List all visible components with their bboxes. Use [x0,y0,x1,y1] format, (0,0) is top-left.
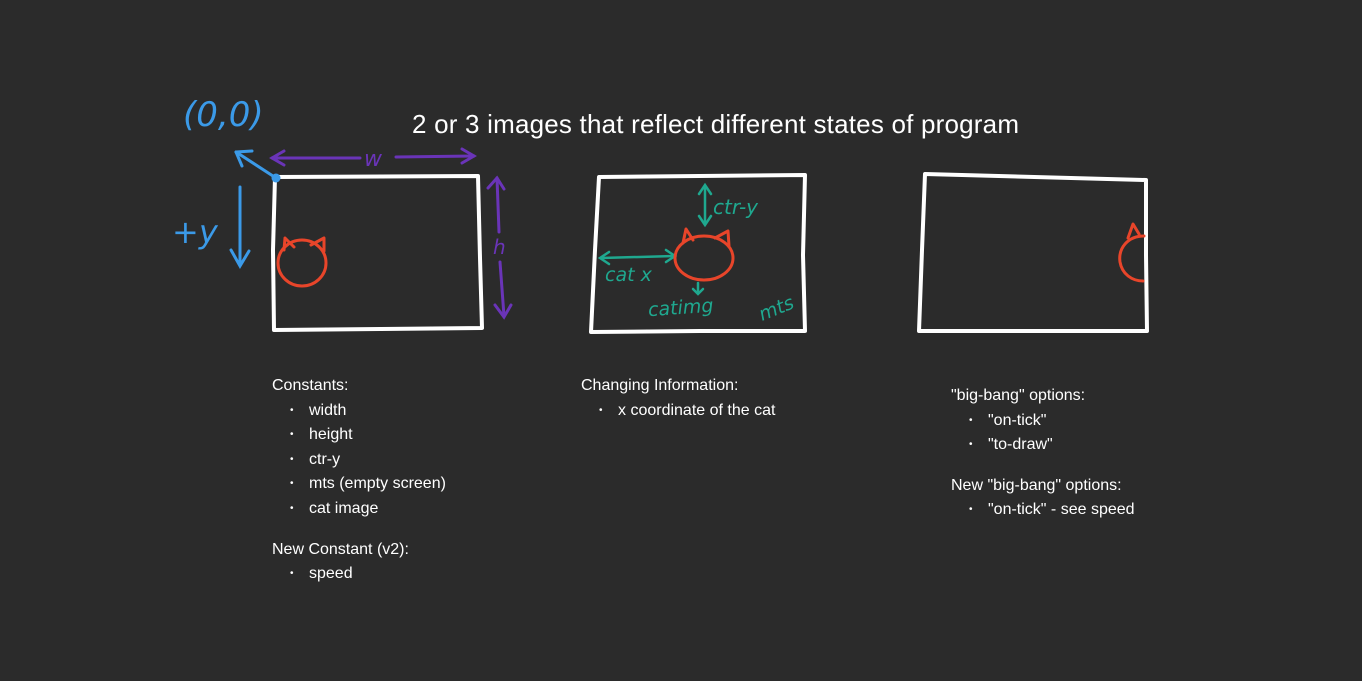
origin-arrow [234,149,278,180]
cat-x-label: cat x [605,264,653,286]
height-arrow [486,175,513,320]
plus-y-arrow [229,185,251,269]
frame-2-border [589,173,807,334]
list-item: mts (empty screen) [290,472,446,497]
changing-info-heading: Changing Information: [581,377,739,394]
list-item: cat image [290,497,446,522]
list-item: "on-tick" - see speed [969,498,1135,523]
list-item: width [290,399,446,424]
list-item: "to-draw" [969,433,1135,458]
cat-img-label: catimg [647,295,714,322]
frame-1: (0,0) +y w h [172,95,513,332]
new-constant-heading: New Constant (v2): [272,540,409,558]
frame-1-border [271,174,484,332]
cat-icon [1118,222,1146,283]
new-big-bang-list: "on-tick" - see speed [951,498,1135,523]
width-label: w [364,147,383,172]
plus-y-label: +y [172,213,219,251]
new-constant-list: speed [272,562,446,587]
width-arrow [269,147,477,167]
list-item: "on-tick" [969,409,1135,434]
diagram-title: 2 or 3 images that reflect different sta… [412,109,1020,139]
changing-info-list: x coordinate of the cat [581,399,775,424]
list-item: ctr-y [290,448,446,473]
frame-3 [917,172,1149,333]
cat-icon [673,227,735,282]
cat-icon [276,236,328,288]
cat-img-arrow [691,281,705,296]
list-item: speed [290,562,446,587]
origin-dot [271,173,281,183]
ctr-y-label: ctr-y [713,195,759,219]
list-item: x coordinate of the cat [599,399,775,424]
constants-heading: Constants: [272,377,349,394]
changing-info-notes: Changing Information: x coordinate of th… [581,374,775,423]
constants-notes: Constants: width height ctr-y mts (empty… [272,374,446,587]
new-big-bang-heading: New "big-bang" options: [951,476,1122,494]
ctr-y-arrow [697,182,713,228]
frame-2: ctr-y cat x catimg mts [589,173,807,334]
mts-label: mts [756,292,798,326]
big-bang-list: "on-tick" "to-draw" [951,409,1135,458]
big-bang-heading: "big-bang" options: [951,387,1086,404]
frame-3-border [917,172,1149,333]
height-label: h [493,235,506,259]
origin-label: (0,0) [183,95,264,135]
cat-x-arrow [597,248,678,266]
big-bang-notes: "big-bang" options: "on-tick" "to-draw" … [951,384,1135,523]
constants-list: width height ctr-y mts (empty screen) ca… [272,399,446,522]
list-item: height [290,423,446,448]
